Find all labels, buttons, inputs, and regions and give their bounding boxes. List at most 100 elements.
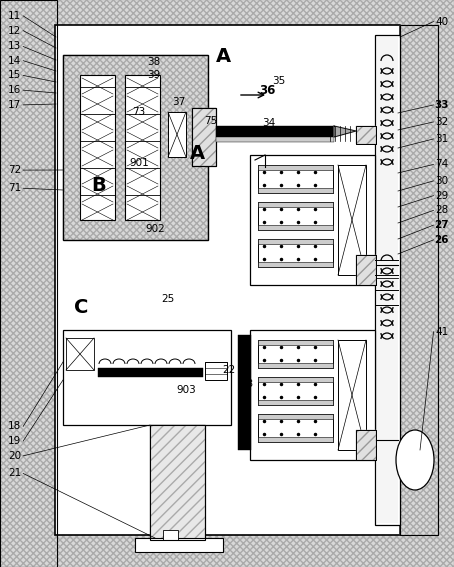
Bar <box>125 75 160 220</box>
Bar <box>258 363 333 368</box>
Bar <box>356 430 376 460</box>
Text: 30: 30 <box>435 176 449 186</box>
Bar <box>375 35 400 525</box>
Bar <box>192 108 216 166</box>
Ellipse shape <box>396 430 434 490</box>
Bar <box>205 362 227 380</box>
Text: 20: 20 <box>8 451 21 461</box>
Text: 19: 19 <box>8 436 21 446</box>
Bar <box>338 165 366 275</box>
Text: 21: 21 <box>8 468 21 479</box>
Bar <box>258 437 333 442</box>
Text: 25: 25 <box>161 294 174 304</box>
Text: 71: 71 <box>8 183 21 193</box>
Bar <box>338 340 366 450</box>
Bar <box>168 112 186 157</box>
Bar <box>258 400 333 405</box>
Text: 27: 27 <box>434 220 449 230</box>
Bar <box>0 0 454 27</box>
Bar <box>258 340 333 368</box>
Text: 37: 37 <box>173 97 186 107</box>
Bar <box>258 225 333 230</box>
Bar <box>192 108 216 166</box>
Bar <box>163 530 178 540</box>
Bar <box>192 108 216 166</box>
Text: 18: 18 <box>8 421 21 431</box>
Text: 13: 13 <box>8 41 21 52</box>
Text: 33: 33 <box>434 100 449 110</box>
Bar <box>258 239 333 244</box>
Bar <box>377 37 398 523</box>
Bar <box>98 368 203 377</box>
Bar <box>356 430 376 460</box>
Bar <box>63 330 231 425</box>
Text: 23: 23 <box>241 379 254 389</box>
Text: 35: 35 <box>272 75 286 86</box>
Bar <box>0 0 57 567</box>
Text: 41: 41 <box>435 327 449 337</box>
Bar <box>356 255 376 285</box>
Text: 28: 28 <box>435 205 449 215</box>
Text: 34: 34 <box>262 118 276 128</box>
Bar <box>258 377 333 405</box>
Bar <box>356 430 376 460</box>
Text: 903: 903 <box>176 385 196 395</box>
Text: 75: 75 <box>204 116 217 126</box>
Bar <box>0 538 454 567</box>
Bar <box>356 126 376 144</box>
Bar <box>258 414 333 419</box>
Bar <box>356 126 376 144</box>
Text: 11: 11 <box>8 11 21 21</box>
Text: 73: 73 <box>132 107 145 117</box>
Text: 901: 901 <box>129 158 149 168</box>
Text: 72: 72 <box>8 165 21 175</box>
Text: A: A <box>190 143 205 163</box>
Text: 38: 38 <box>148 57 161 67</box>
Bar <box>258 377 333 382</box>
Text: 40: 40 <box>435 16 449 27</box>
Text: A: A <box>216 47 231 66</box>
Bar <box>400 25 438 535</box>
Bar <box>150 425 205 540</box>
Bar <box>63 55 208 240</box>
Text: B: B <box>91 176 105 196</box>
Text: 29: 29 <box>435 191 449 201</box>
Bar <box>258 340 333 345</box>
Text: C: C <box>74 298 89 317</box>
Bar <box>150 425 205 540</box>
Bar <box>258 202 333 207</box>
Text: 36: 36 <box>259 84 275 97</box>
Bar <box>250 155 375 285</box>
Bar <box>80 75 115 220</box>
Text: 14: 14 <box>8 56 21 66</box>
Bar <box>258 165 333 193</box>
Text: 32: 32 <box>435 117 449 127</box>
Bar <box>258 262 333 267</box>
Bar <box>356 255 376 285</box>
Bar <box>250 330 375 460</box>
Bar <box>66 338 94 370</box>
Text: 39: 39 <box>148 70 161 80</box>
Bar <box>258 202 333 230</box>
Bar <box>258 188 333 193</box>
Bar <box>258 165 333 170</box>
Text: 902: 902 <box>145 224 165 234</box>
Bar <box>135 538 223 552</box>
Polygon shape <box>334 126 356 137</box>
Text: 16: 16 <box>8 85 21 95</box>
Bar <box>400 25 438 535</box>
Bar <box>356 126 376 144</box>
Bar <box>258 414 333 442</box>
Text: 26: 26 <box>434 235 449 245</box>
Bar <box>0 0 57 567</box>
Text: 22: 22 <box>222 365 236 375</box>
Bar <box>63 55 208 240</box>
Bar <box>216 137 334 142</box>
Text: 15: 15 <box>8 70 21 81</box>
Bar <box>356 255 376 285</box>
Text: 31: 31 <box>435 134 449 144</box>
Text: 17: 17 <box>8 100 21 110</box>
Text: 12: 12 <box>8 26 21 36</box>
Bar <box>216 126 334 137</box>
Text: 74: 74 <box>435 159 449 170</box>
